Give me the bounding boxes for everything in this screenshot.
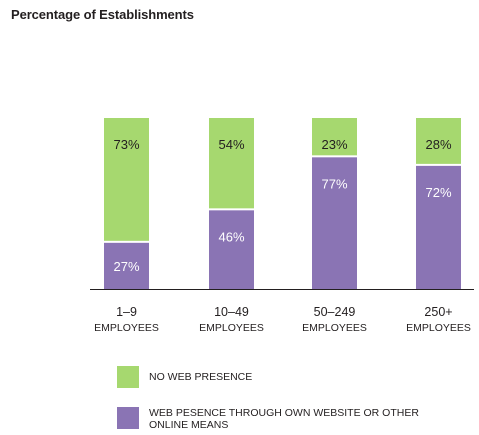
bar-label-web-presence: 46%	[218, 229, 244, 244]
legend-item-no-web-presence: NO WEB PRESENCE	[117, 366, 439, 388]
category-labels: 1–9 EMPLOYEES 10–49 EMPLOYEES 50–249 EMPLOYEE…	[94, 305, 471, 334]
chart-title: Percentage of Establishments	[11, 7, 194, 22]
bar-no-web-presence-3	[416, 118, 461, 164]
bar-no-web-presence-1	[209, 118, 254, 209]
category-label-top: 50–249	[314, 305, 356, 319]
bar-no-web-presence-0	[104, 118, 149, 241]
stacked-bar-chart: 73% 27% 54% 46% 23% 77% 28% 72% 1–9 EMPLOYEES 10–…	[90, 118, 474, 334]
category-label-bottom: EMPLOYEES	[199, 322, 264, 334]
category-label-bottom: EMPLOYEES	[94, 322, 159, 334]
category-label-top: 250+	[424, 305, 452, 319]
legend-swatch-purple	[117, 407, 139, 429]
bar-label-web-presence: 27%	[113, 259, 139, 274]
bar-web-presence-1	[209, 210, 254, 289]
legend-label: NO WEB PRESENCE	[149, 371, 253, 383]
bar-label-web-presence: 72%	[425, 185, 451, 200]
bar-web-presence-0	[104, 242, 149, 289]
category-label-bottom: EMPLOYEES	[302, 322, 367, 334]
category-label-top: 10–49	[214, 305, 249, 319]
category-label-top: 1–9	[116, 305, 137, 319]
bars-group: 73% 27% 54% 46% 23% 77% 28% 72%	[104, 118, 461, 289]
legend-label: WEB PESENCE THROUGH OWN WEBSITE OR OTHER…	[149, 407, 419, 431]
bar-label-no-web-presence: 54%	[218, 137, 244, 152]
bar-web-presence-3	[416, 165, 461, 289]
legend-swatch-green	[117, 366, 139, 388]
category-label-bottom: EMPLOYEES	[406, 322, 471, 334]
bar-label-no-web-presence: 73%	[113, 137, 139, 152]
bar-label-web-presence: 77%	[321, 176, 347, 191]
legend-item-web-presence: WEB PESENCE THROUGH OWN WEBSITE OR OTHER…	[117, 407, 439, 431]
bar-label-no-web-presence: 23%	[321, 137, 347, 152]
bar-label-no-web-presence: 28%	[425, 137, 451, 152]
bar-web-presence-2	[312, 157, 357, 289]
bar-no-web-presence-2	[312, 118, 357, 156]
